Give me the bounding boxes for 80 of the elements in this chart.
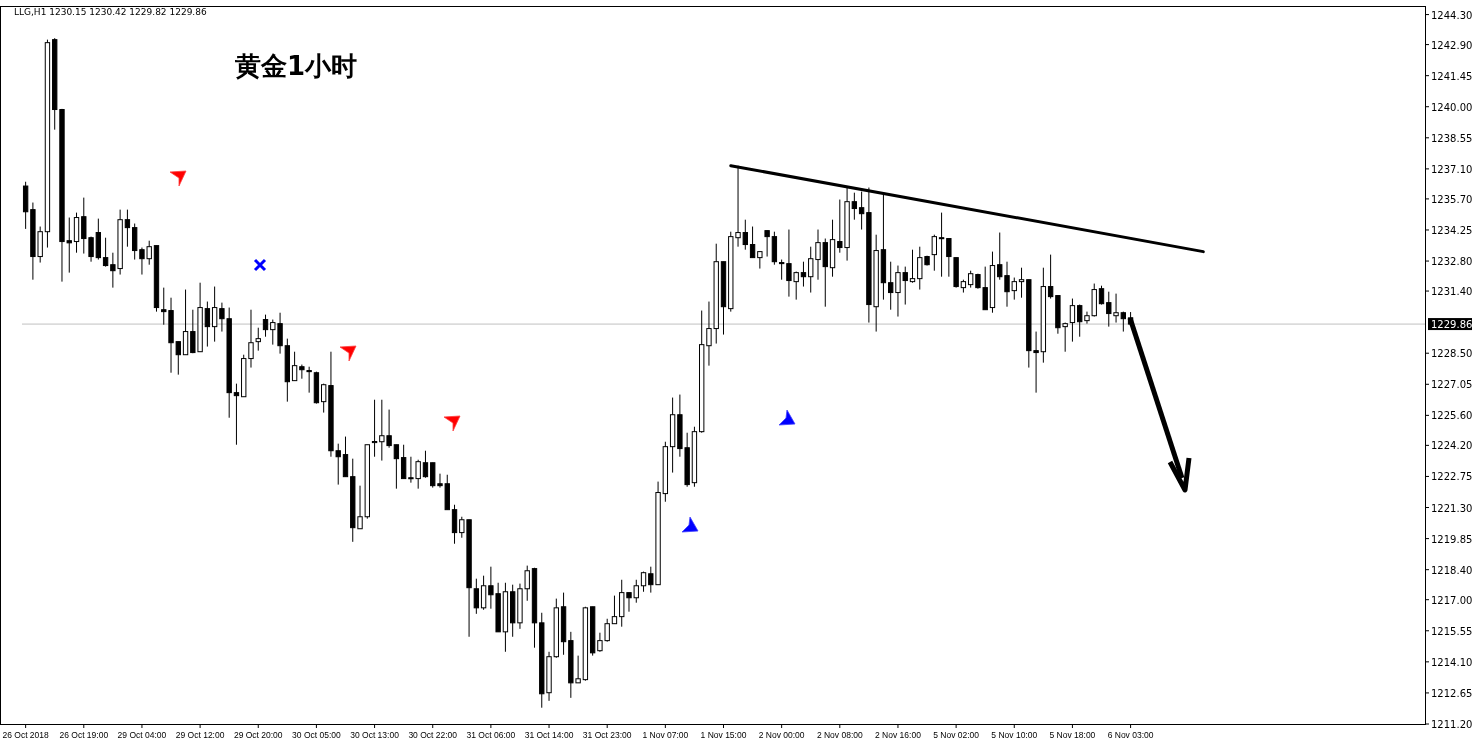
candlestick xyxy=(299,364,305,380)
candlestick xyxy=(749,226,756,259)
candlestick xyxy=(451,504,458,545)
y-tick-label: 1237.10 xyxy=(1431,163,1472,175)
candlestick xyxy=(778,259,785,281)
y-tick-label: 1212.65 xyxy=(1431,687,1472,699)
x-tick-label: 29 Oct 20:00 xyxy=(233,730,283,740)
y-tick-label: 1215.55 xyxy=(1431,625,1472,637)
x-tick-label: 29 Oct 12:00 xyxy=(175,730,225,740)
x-tick-label: 2 Nov 00:00 xyxy=(758,730,805,740)
y-tick-label: 1241.45 xyxy=(1431,70,1472,82)
x-tick-label: 29 Oct 04:00 xyxy=(117,730,167,740)
y-tick-label: 1240.00 xyxy=(1431,101,1472,113)
x-tick-label: 31 Oct 23:00 xyxy=(582,730,632,740)
y-tick-label: 1219.85 xyxy=(1431,533,1472,545)
x-tick-label: 6 Nov 03:00 xyxy=(1107,730,1154,740)
y-tick-label: 1231.40 xyxy=(1431,286,1472,298)
text: 黄金1小时 xyxy=(233,51,358,81)
y-tick-label: 1244.30 xyxy=(1431,9,1472,21)
candlestick xyxy=(204,301,211,348)
y-tick-label: 1218.40 xyxy=(1431,564,1472,576)
candlestick xyxy=(851,192,858,221)
y-tick-label: 1224.20 xyxy=(1431,440,1472,452)
y-tick-label: 1211.20 xyxy=(1431,719,1472,730)
candlestick xyxy=(1018,267,1025,299)
candlestick xyxy=(211,286,218,343)
y-tick-label: 1225.60 xyxy=(1431,410,1472,422)
candlestick xyxy=(262,314,269,338)
candlestick xyxy=(946,238,952,278)
candlestick xyxy=(291,351,298,382)
x-tick-label: 26 Oct 2018 xyxy=(2,730,50,740)
y-tick-label: 1222.75 xyxy=(1431,471,1472,483)
candlestick xyxy=(909,249,916,284)
x-tick-label: 31 Oct 14:00 xyxy=(524,730,574,740)
candlestick xyxy=(800,261,807,288)
candlestick xyxy=(371,399,378,458)
x-tick-label: 26 Oct 19:00 xyxy=(59,730,109,740)
candlestick xyxy=(182,289,189,356)
candlestick xyxy=(342,436,349,478)
candlestick xyxy=(611,595,618,625)
candlestick xyxy=(306,366,312,394)
x-tick-label: 5 Nov 10:00 xyxy=(991,730,1038,740)
candlestick xyxy=(233,383,240,446)
y-tick-label: 1235.70 xyxy=(1431,193,1472,205)
x-tick-label: 31 Oct 06:00 xyxy=(466,730,516,740)
candlestick xyxy=(1069,298,1076,343)
candlestick xyxy=(124,209,131,248)
y-tick-label: 1214.10 xyxy=(1431,656,1472,668)
candlestick xyxy=(422,450,429,479)
y-tick-label: 1221.30 xyxy=(1431,502,1472,514)
candlestick xyxy=(473,578,480,615)
ref-line-label: 1229.86 xyxy=(1431,319,1472,331)
x-tick-label: 5 Nov 18:00 xyxy=(1049,730,1096,740)
x-tick-label: 1 Nov 07:00 xyxy=(642,730,689,740)
y-tick-label: 1234.25 xyxy=(1431,224,1472,236)
y-tick-label: 1228.50 xyxy=(1431,348,1472,360)
y-tick-label: 1227.05 xyxy=(1431,379,1472,391)
y-tick-label: 1217.00 xyxy=(1431,594,1472,606)
x-tick-label: 30 Oct 13:00 xyxy=(350,730,400,740)
annotation: LLG,H1 1230.15 1230.42 1229.82 1229.86 xyxy=(14,7,207,17)
x-tick-label: 2 Nov 16:00 xyxy=(875,730,922,740)
x-tick-label: 30 Oct 22:00 xyxy=(408,730,458,740)
candlestick xyxy=(764,230,770,258)
candlestick xyxy=(255,327,261,352)
y-tick-label: 1242.90 xyxy=(1431,39,1472,51)
candlestick xyxy=(1098,285,1105,306)
candlestick xyxy=(931,234,937,272)
candlestick xyxy=(393,444,400,490)
x-tick-label: 1 Nov 15:00 xyxy=(700,730,747,740)
x-tick-label: 30 Oct 05:00 xyxy=(292,730,342,740)
y-tick-label: 1238.55 xyxy=(1431,132,1472,144)
candlestick xyxy=(1047,254,1054,300)
candlestick xyxy=(102,237,109,268)
candlestick xyxy=(480,575,487,611)
candlestick xyxy=(938,212,945,278)
x-tick-label: 2 Nov 08:00 xyxy=(816,730,863,740)
candlestick xyxy=(858,191,865,231)
x-tick-label: 5 Nov 02:00 xyxy=(933,730,980,740)
y-tick-label: 1232.80 xyxy=(1431,256,1472,268)
candlestick xyxy=(400,444,407,480)
